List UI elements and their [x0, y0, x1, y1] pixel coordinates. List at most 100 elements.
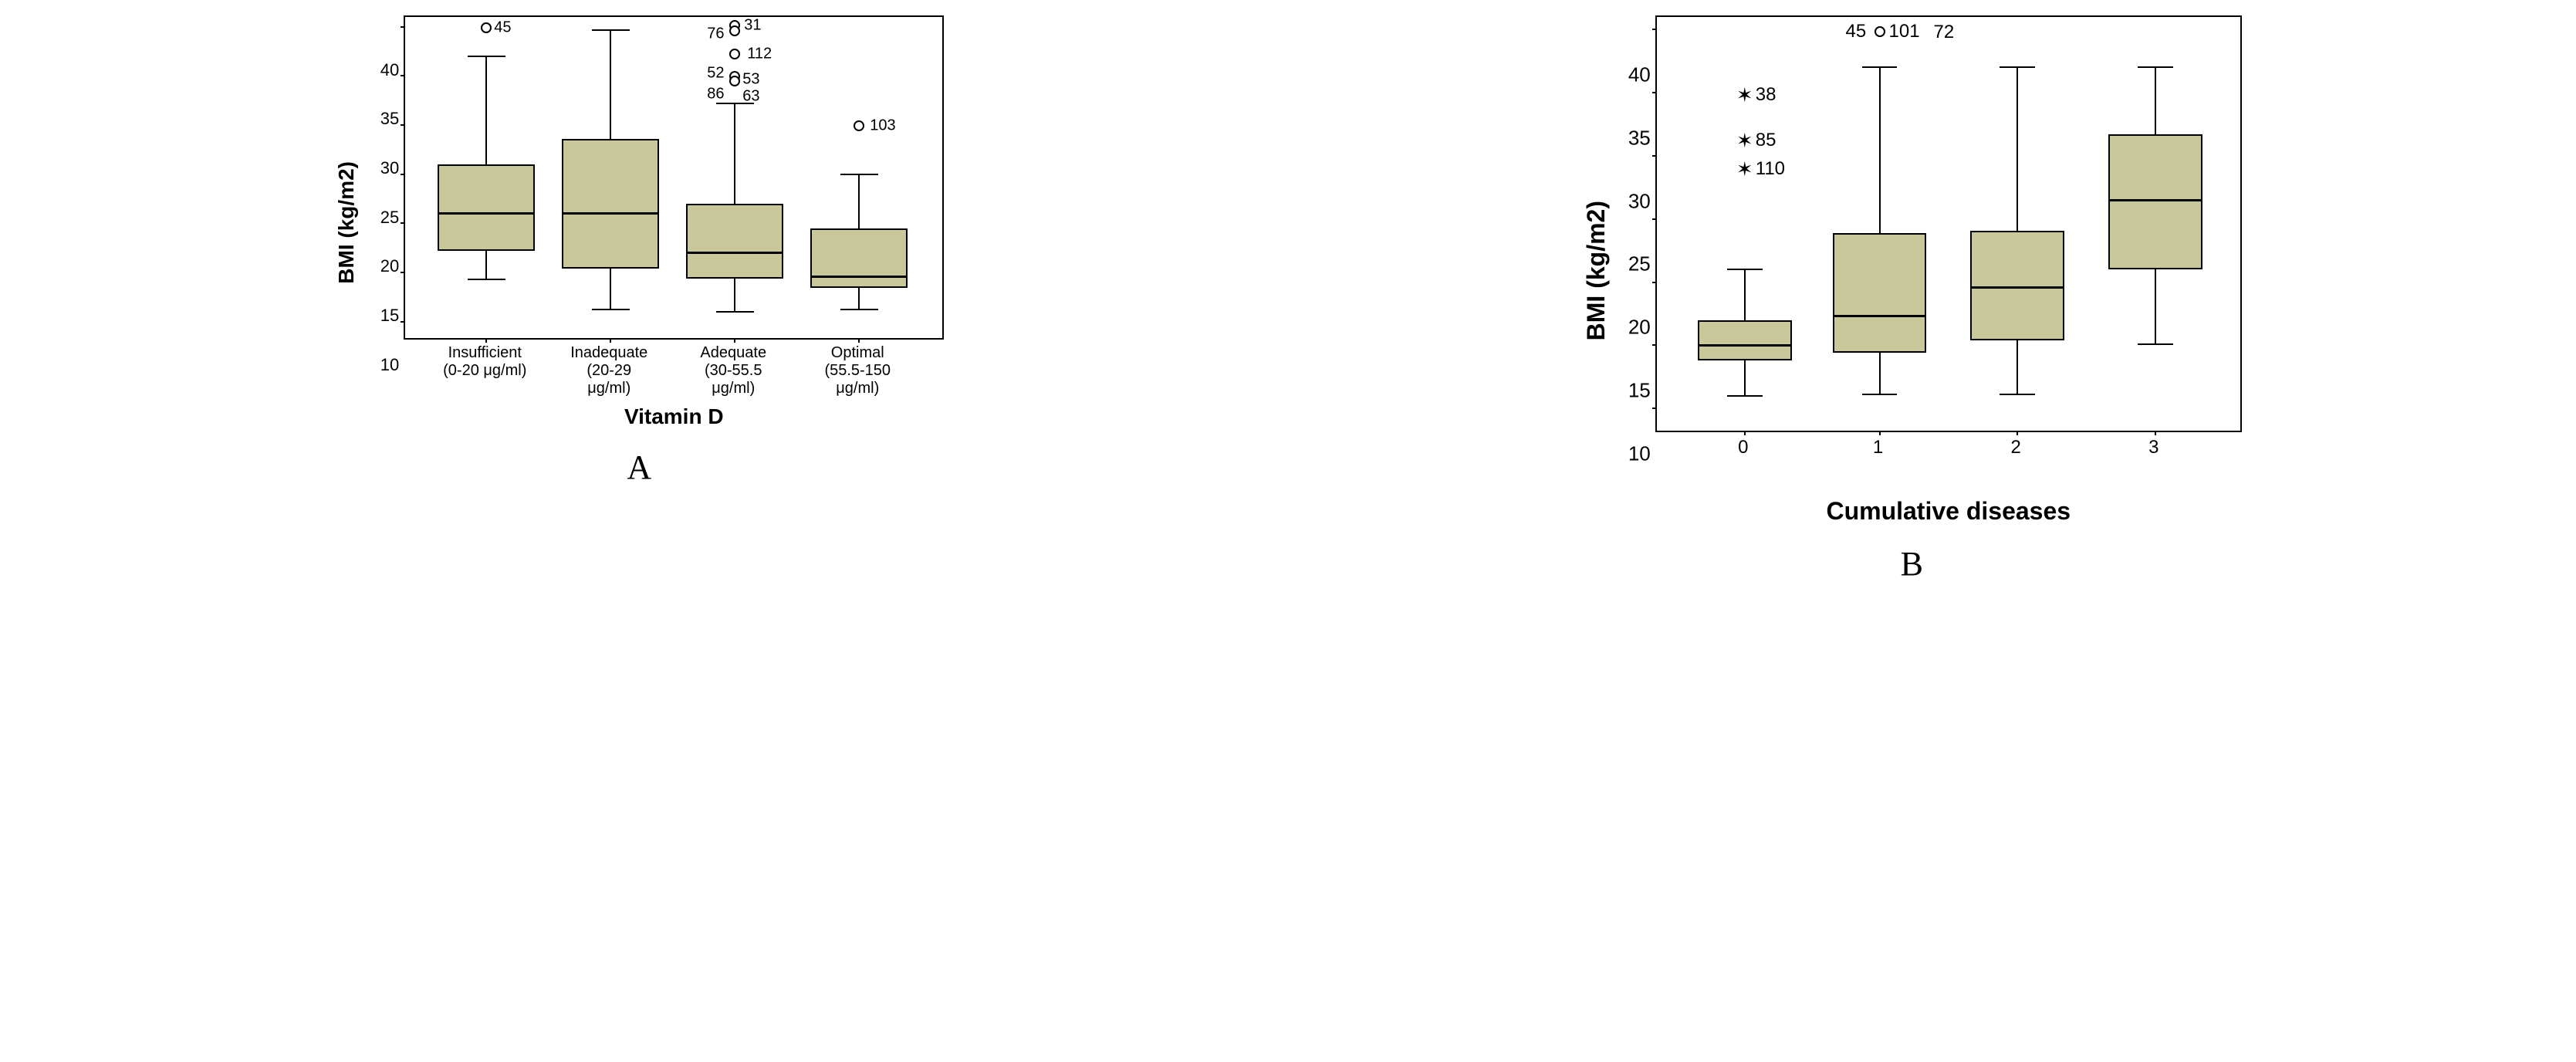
whisker-upper	[1879, 67, 1881, 232]
ytick-label: 30	[1628, 189, 1651, 213]
cap-upper	[2000, 66, 2035, 68]
ytick-label: 35	[380, 109, 399, 129]
median-c3	[2108, 199, 2202, 201]
y-axis: 10152025303540	[1617, 63, 1655, 479]
cap-lower	[716, 311, 754, 313]
whisker-upper	[1744, 269, 1746, 320]
xtick-label-line: 1	[1873, 437, 1883, 458]
ytick-mark	[1652, 29, 1657, 30]
median-adequate	[686, 252, 783, 254]
outlier-circle	[729, 49, 740, 59]
outlier-label: 45	[494, 19, 511, 36]
y-axis-label: BMI (kg/m2)	[334, 161, 359, 284]
box-inadequate	[562, 139, 659, 269]
plot-area: 45317611252538663103	[404, 15, 944, 340]
cap-lower	[1862, 394, 1898, 395]
median-c1	[1833, 315, 1927, 317]
panel-caption: B	[1901, 544, 1923, 583]
cap-lower	[1727, 395, 1763, 397]
xtick-label-line: μg/ml)	[824, 380, 891, 397]
ytick-mark	[401, 26, 405, 28]
whisker-lower	[858, 288, 860, 309]
ytick-mark	[401, 272, 405, 273]
xtick-label-line: (0-20 μg/ml)	[443, 362, 526, 380]
outlier-label: 85	[1756, 130, 1776, 151]
ytick-mark	[1652, 408, 1657, 409]
cap-upper	[468, 56, 505, 57]
xtick-label-line: 3	[2148, 437, 2158, 458]
outlier-label: 76	[707, 25, 724, 42]
ytick-label: 30	[380, 158, 399, 178]
xtick-label: 1	[1873, 437, 1883, 458]
y-axis-label: BMI (kg/m2)	[1582, 201, 1611, 340]
cap-upper	[1727, 269, 1763, 270]
xtick-label-line: 0	[1738, 437, 1748, 458]
ytick-mark	[1652, 218, 1657, 220]
whisker-upper	[858, 174, 860, 228]
xtick-label-line: 2	[2010, 437, 2020, 458]
cap-lower	[468, 279, 505, 280]
cap-upper	[2138, 66, 2173, 68]
outlier-label: 63	[742, 87, 759, 105]
whisker-upper	[485, 56, 487, 164]
whisker-upper	[734, 103, 735, 204]
outlier-label: 86	[707, 86, 724, 103]
whisker-upper	[2017, 67, 2018, 230]
x-axis-label: Vitamin D	[624, 404, 724, 429]
ytick-label: 25	[380, 208, 399, 228]
plot-area: ✶38✶85✶1104510172	[1655, 15, 2242, 432]
cap-upper	[840, 174, 878, 175]
ytick-label: 10	[1628, 441, 1651, 465]
ytick-mark	[401, 124, 405, 126]
x-axis-labels: 0 1 2 3	[1655, 432, 2242, 494]
ytick-mark	[401, 75, 405, 76]
cap-lower	[592, 309, 630, 310]
xtick-label: Optimal(55.5-150μg/ml)	[824, 344, 891, 397]
outlier-label: 45	[1846, 21, 1867, 42]
whisker-lower	[485, 251, 487, 279]
xtick-label-line: Insufficient	[443, 344, 526, 362]
xtick-label: 2	[2010, 437, 2020, 458]
cap-upper	[592, 29, 630, 31]
panel-caption: A	[627, 448, 651, 487]
whisker-lower	[734, 279, 735, 312]
outlier-circle	[1875, 26, 1885, 37]
box-insufficient	[438, 164, 535, 251]
box-c1	[1833, 233, 1927, 353]
box-c0	[1698, 320, 1792, 360]
outlier-star: ✶	[1736, 159, 1753, 179]
ytick-label: 20	[1628, 316, 1651, 340]
panel-a: BMI (kg/m2)10152025303540453176112525386…	[334, 15, 944, 487]
x-axis-label: Cumulative diseases	[1826, 497, 2071, 526]
ytick-mark	[1652, 92, 1657, 93]
median-c0	[1698, 344, 1792, 347]
whisker-lower	[1879, 353, 1881, 394]
xtick-label-line: (20-29	[570, 362, 647, 380]
whisker-upper	[610, 30, 611, 139]
median-optimal	[810, 276, 908, 278]
outlier-circle	[729, 76, 740, 86]
whisker-lower	[1744, 360, 1746, 396]
median-insufficient	[438, 212, 535, 215]
xtick-label-line: Adequate	[700, 344, 766, 362]
whisker-lower	[610, 269, 611, 309]
ytick-mark	[1652, 344, 1657, 346]
outlier-label: 103	[870, 117, 895, 135]
box-optimal	[810, 228, 908, 289]
outlier-circle	[854, 120, 864, 131]
xtick-label: Insufficient(0-20 μg/ml)	[443, 344, 526, 380]
box-adequate	[686, 204, 783, 279]
xtick-label-line: μg/ml)	[570, 380, 647, 397]
outlier-label: 72	[1934, 22, 1955, 43]
outlier-label: 101	[1889, 21, 1920, 42]
ytick-mark	[1652, 282, 1657, 283]
ytick-mark	[1652, 155, 1657, 157]
ytick-label: 25	[1628, 252, 1651, 276]
xtick-label-line: Optimal	[824, 344, 891, 362]
y-axis: 10152025303540	[365, 60, 404, 384]
xtick-label-line: (30-55.5	[700, 362, 766, 380]
median-c2	[1970, 286, 2064, 289]
outlier-label: 31	[744, 17, 761, 35]
outlier-circle	[729, 25, 740, 36]
box-c3	[2108, 134, 2202, 269]
